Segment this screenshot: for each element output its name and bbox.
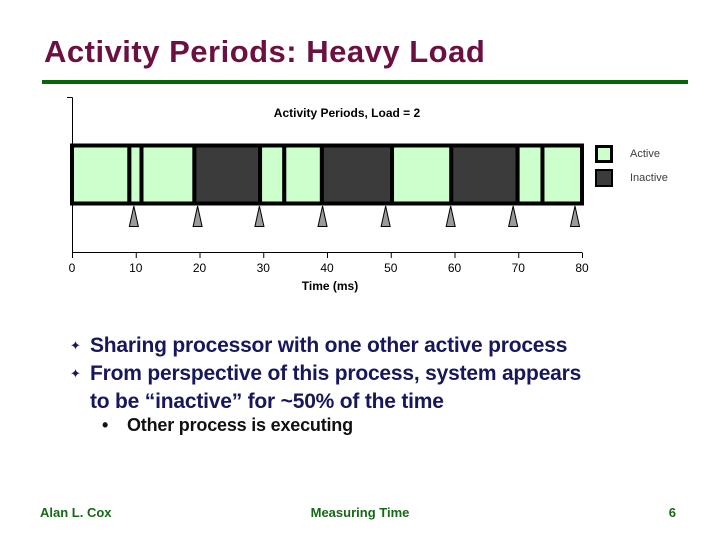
chart-title: Activity Periods, Load = 2	[273, 106, 421, 120]
diamond-bullet-icon: ✦	[70, 338, 81, 353]
interrupt-arrow-marker	[317, 205, 328, 227]
x-tick-label: 0	[68, 261, 76, 275]
sub-bullet-item: • Other process is executing	[102, 412, 353, 438]
x-tick-label: 10	[129, 261, 143, 275]
x-tick-label: 60	[447, 261, 462, 275]
interrupt-arrow-marker	[128, 205, 139, 227]
interrupt-arrow-marker	[445, 205, 456, 227]
interrupt-arrow-marker	[380, 205, 391, 227]
interrupt-arrow-marker	[254, 205, 265, 227]
dot-bullet-icon: •	[102, 415, 109, 435]
legend-label: Active	[630, 148, 660, 160]
bar-segment-inactive	[319, 143, 395, 206]
sub-bullet-text: Other process is executing	[127, 415, 353, 435]
x-tick-label: 80	[575, 261, 589, 275]
bar-segment-active	[515, 143, 545, 206]
chart-canvas	[67, 97, 584, 258]
legend-label: Inactive	[630, 172, 668, 184]
diamond-bullet-icon: ✦	[70, 366, 81, 381]
x-tick-label: 40	[320, 261, 334, 275]
x-axis-title: Time (ms)	[301, 279, 359, 293]
bar-segment-active	[390, 143, 454, 206]
bullet-item: ✦ From perspective of this process, syst…	[70, 360, 581, 416]
footer-page-number: 6	[668, 505, 676, 520]
title-separator-line	[42, 80, 688, 84]
interrupt-arrow-marker	[508, 205, 519, 227]
bullet-text: Sharing processor with one other active …	[90, 334, 568, 357]
bullet-text-line: to be “inactive” for ~50% of the time	[90, 390, 444, 413]
x-axis-tick-labels: 0 10 20 30 40 50 60 70 80	[0, 90, 720, 320]
footer-title: Measuring Time	[310, 505, 410, 520]
bar-segment-active	[540, 143, 584, 206]
x-tick-label: 70	[511, 261, 525, 275]
bullet-item: ✦ Sharing processor with one other activ…	[70, 332, 567, 360]
legend-item-active: Active	[595, 145, 660, 163]
footer-author: Alan L. Cox	[40, 505, 112, 520]
legend-swatch-inactive	[595, 169, 613, 187]
bullet-text: From perspective of this process, system…	[90, 360, 581, 416]
page-title: Activity Periods: Heavy Load	[44, 34, 486, 69]
interrupt-arrow-marker	[569, 205, 581, 227]
x-tick-label: 30	[256, 261, 270, 275]
x-tick-label: 50	[384, 261, 398, 275]
legend-swatch-active	[595, 145, 613, 163]
activity-periods-chart: Activity Periods, Load = 2 0 10 20 30 40 50 60…	[0, 90, 720, 320]
bullet-text-line: From perspective of this process, system…	[90, 362, 582, 385]
interrupt-arrow-marker	[192, 205, 203, 227]
x-tick-label: 20	[192, 261, 207, 275]
legend-item-inactive: Inactive	[595, 169, 668, 187]
bar-segment-active	[70, 143, 132, 206]
